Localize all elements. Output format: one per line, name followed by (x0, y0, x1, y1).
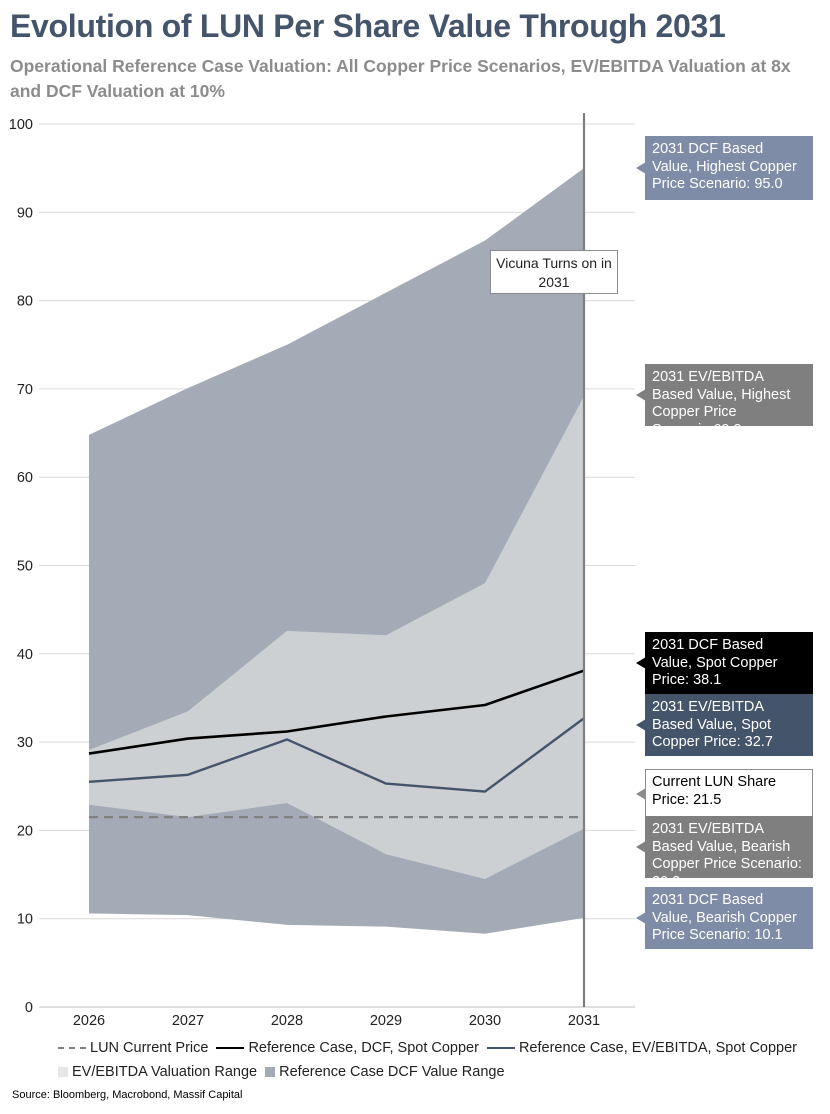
dcf-spot-copper-line (88, 669, 585, 755)
legend-item: Reference Case, EV/EBITDA, Spot Copper (486, 1040, 798, 1056)
y-tick-label: 30 (17, 735, 33, 751)
y-tick-label: 80 (17, 294, 33, 310)
legend-swatch (58, 1047, 86, 1049)
x-tick-label: 2027 (172, 1013, 204, 1029)
vline-annotation: Vicuna Turns on in 2031 (490, 250, 618, 294)
legend-row: LUN Current Price Reference Case, DCF, Sp… (58, 1040, 805, 1056)
callout-label: 2031 DCF Based Value, Highest Copper Pri… (636, 136, 813, 200)
ev-ebitda-spot-copper-line (88, 717, 585, 793)
callout-pointer (636, 788, 646, 800)
callout-label: 2031 EV/EBITDA Based Value, Bearish Copp… (636, 816, 813, 890)
x-tick-label: 2028 (271, 1013, 303, 1029)
callout-label: 2031 EV/EBITDA Based Value, Highest Copp… (636, 364, 813, 438)
legend-item: Reference Case, DCF, Spot Copper (216, 1040, 479, 1056)
callout-label: 2031 DCF Based Value, Bearish Copper Pri… (636, 887, 813, 949)
x-tick-label: 2030 (469, 1013, 501, 1029)
legend-swatch (58, 1067, 68, 1077)
callout-pointer (636, 657, 646, 669)
legend-swatch (265, 1067, 276, 1077)
chart-subtitle: Operational Reference Case Valuation: Al… (10, 56, 791, 101)
x-tick-label: 2029 (370, 1013, 402, 1029)
callout-pointer (636, 841, 646, 853)
legend-label: LUN Current Price (90, 1040, 209, 1056)
callout-label: Current LUN Share Price: 21.5 (636, 769, 813, 819)
callout-text: Current LUN Share Price: 21.5 (652, 774, 777, 808)
chart-title: Evolution of LUN Per Share Value Through… (10, 8, 726, 44)
callout-text: 2031 DCF Based Value, Spot Copper Price:… (652, 637, 778, 688)
callout-pointer (636, 719, 646, 731)
x-tick-label: 2031 (568, 1013, 600, 1029)
callout-pointer (636, 162, 646, 174)
legend-label: EV/EBITDA Valuation Range (72, 1064, 258, 1080)
y-tick-label: 50 (17, 559, 33, 575)
legend-label: Reference Case, DCF, Spot Copper (248, 1040, 479, 1056)
y-tick-label: 20 (17, 823, 33, 839)
callout-pointer (636, 912, 646, 924)
callout-text: 2031 DCF Based Value, Highest Copper Pri… (652, 141, 797, 192)
x-tick-label: 2026 (73, 1013, 105, 1029)
legend-item: Reference Case DCF Value Range (265, 1064, 505, 1080)
y-tick-label: 10 (17, 912, 33, 928)
callout-label: 2031 EV/EBITDA Based Value, Spot Copper … (636, 694, 813, 756)
callout-text: 2031 DCF Based Value, Bearish Copper Pri… (652, 892, 797, 943)
legend-item: LUN Current Price (58, 1040, 208, 1056)
y-tick-label: 0 (25, 1000, 33, 1016)
callout-text: 2031 EV/EBITDA Based Value, Spot Copper … (652, 699, 773, 750)
y-tick-label: 100 (9, 117, 33, 133)
y-tick-label: 60 (17, 470, 33, 486)
callout-pointer (636, 389, 646, 401)
legend-swatch (216, 1047, 245, 1049)
callout-text: 2031 EV/EBITDA Based Value, Bearish Copp… (652, 821, 802, 890)
ev-ebitda-range-band (89, 395, 584, 879)
callout-label: 2031 DCF Based Value, Spot Copper Price:… (636, 632, 813, 694)
legend-item: EV/EBITDA Valuation Range (58, 1064, 257, 1080)
y-tick-label: 40 (17, 647, 33, 663)
legend-row: EV/EBITDA Valuation Range Reference Case … (58, 1064, 513, 1080)
legend-label: Reference Case, EV/EBITDA, Spot Copper (518, 1040, 798, 1056)
legend-swatch (486, 1047, 515, 1049)
legend-label: Reference Case DCF Value Range (279, 1064, 505, 1080)
y-tick-label: 70 (17, 382, 33, 398)
y-tick-label: 90 (17, 205, 33, 221)
source-note: Source: Bloomberg, Macrobond, Massif Cap… (12, 1089, 243, 1101)
callout-text: 2031 EV/EBITDA Based Value, Highest Copp… (652, 369, 791, 438)
